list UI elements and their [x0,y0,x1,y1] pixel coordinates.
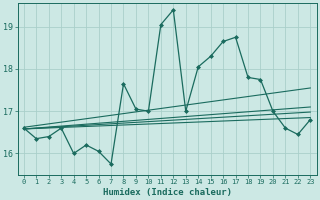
X-axis label: Humidex (Indice chaleur): Humidex (Indice chaleur) [103,188,232,197]
